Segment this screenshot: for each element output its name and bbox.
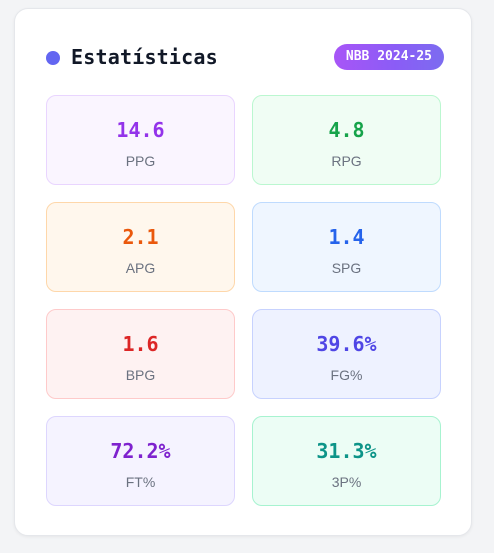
stat-tile-apg: 2.1 APG [46, 202, 235, 292]
stat-value: 2.1 [122, 225, 159, 249]
stat-label: FG% [330, 367, 363, 383]
stat-label: RPG [331, 153, 362, 169]
stats-card: Estatísticas NBB 2024-25 14.6 PPG 4.8 RP… [14, 8, 472, 536]
stat-value: 1.4 [328, 225, 365, 249]
stat-tile-rpg: 4.8 RPG [252, 95, 441, 185]
indicator-dot-icon [46, 51, 60, 65]
stat-value: 4.8 [328, 118, 365, 142]
season-badge: NBB 2024-25 [333, 44, 444, 70]
card-header: Estatísticas NBB 2024-25 [46, 43, 444, 73]
stat-label: PPG [125, 153, 156, 169]
stat-label: APG [125, 260, 156, 276]
stat-tile-bpg: 1.6 BPG [46, 309, 235, 399]
stat-tile-spg: 1.4 SPG [252, 202, 441, 292]
stat-tile-fg: 39.6% FG% [252, 309, 441, 399]
stat-label: SPG [331, 260, 362, 276]
stat-tile-ft: 72.2% FT% [46, 416, 235, 506]
stat-value: 72.2% [110, 439, 171, 463]
stat-tile-3p: 31.3% 3P% [252, 416, 441, 506]
card-title: Estatísticas [71, 45, 218, 69]
stat-value: 14.6 [116, 118, 165, 142]
stat-value: 31.3% [316, 439, 377, 463]
stat-value: 1.6 [122, 332, 159, 356]
stat-label: FT% [125, 474, 156, 490]
stat-label: BPG [125, 367, 156, 383]
stat-tile-ppg: 14.6 PPG [46, 95, 235, 185]
stat-value: 39.6% [316, 332, 377, 356]
stat-label: 3P% [331, 474, 362, 490]
